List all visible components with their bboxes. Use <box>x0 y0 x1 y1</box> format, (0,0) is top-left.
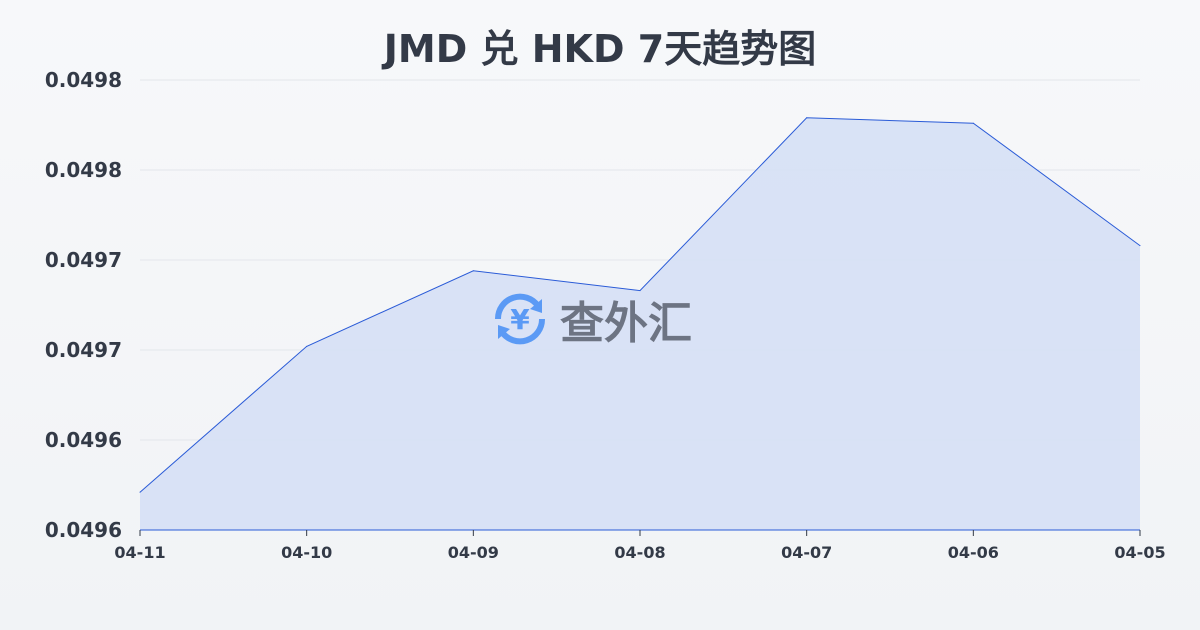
data-point <box>306 345 308 347</box>
data-point <box>1139 245 1141 247</box>
y-tick-label: 0.0497 <box>45 248 122 272</box>
y-tick-label: 0.0496 <box>45 428 122 452</box>
x-tick-label: 04-09 <box>448 543 499 562</box>
y-tick-label: 0.0496 <box>45 518 122 542</box>
yen-exchange-icon: ¥ <box>494 293 546 345</box>
data-point <box>972 122 974 124</box>
chart-title: JMD 兑 HKD 7天趋势图 <box>383 27 817 71</box>
data-point <box>472 270 474 272</box>
watermark-logo: ¥ 查外汇 <box>490 287 692 351</box>
data-point <box>806 117 808 119</box>
x-tick-label: 04-11 <box>114 543 165 562</box>
data-point <box>139 491 141 493</box>
x-tick-label: 04-05 <box>1114 543 1165 562</box>
y-tick-label: 0.0498 <box>45 158 122 182</box>
y-tick-label: 0.0497 <box>45 338 122 362</box>
data-point <box>639 290 641 292</box>
x-tick-label: 04-08 <box>614 543 665 562</box>
y-tick-label: 0.0498 <box>45 68 122 92</box>
svg-text:¥: ¥ <box>510 303 530 336</box>
x-tick-label: 04-07 <box>781 543 832 562</box>
x-tick-label: 04-10 <box>281 543 332 562</box>
area-fill <box>140 117 1140 531</box>
watermark-text: 查外汇 <box>560 298 692 349</box>
x-tick-label: 04-06 <box>948 543 999 562</box>
